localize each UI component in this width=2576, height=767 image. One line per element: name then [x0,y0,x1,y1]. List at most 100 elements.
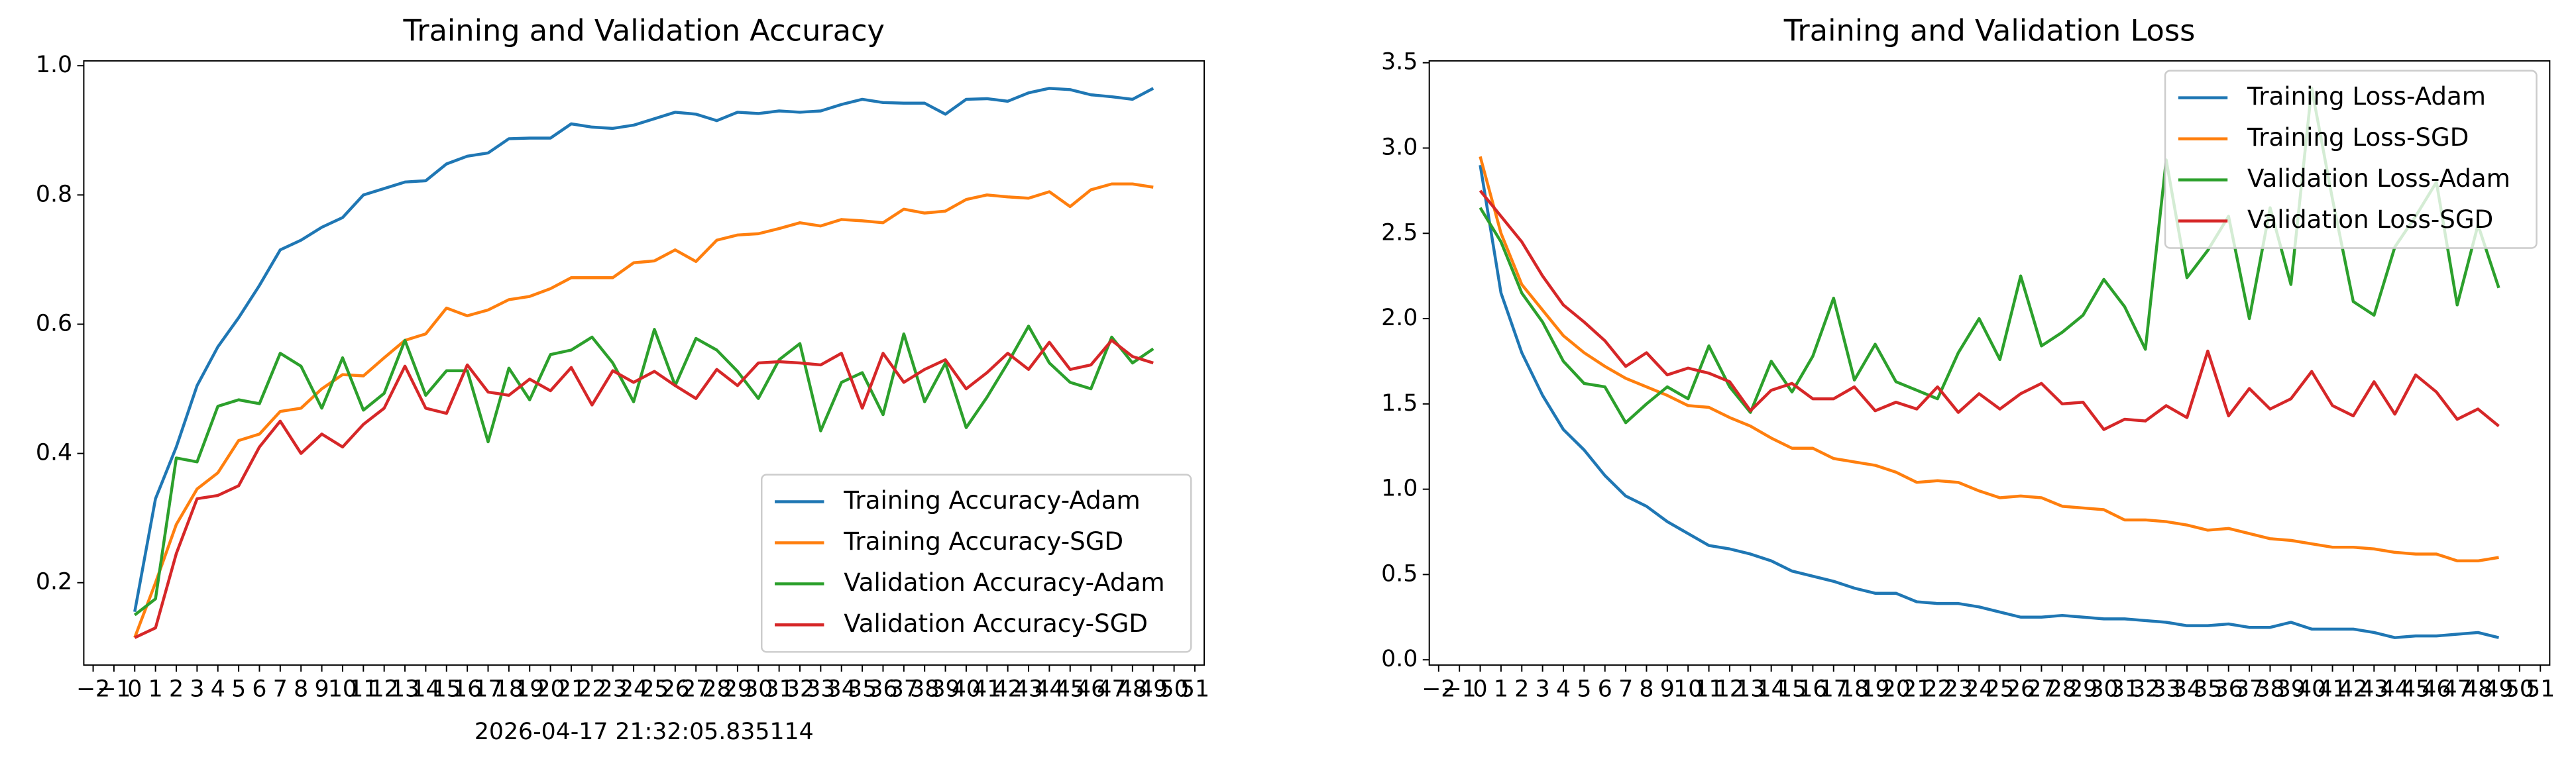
legend: Training Accuracy-Adam Training Accuracy-… [761,474,1192,653]
x-tick-label: 21 [1902,676,1931,702]
x-tick-label: 4 [1556,676,1571,702]
x-tick-label: 40 [2297,676,2326,702]
x-tick-label: 22 [577,676,606,702]
x-tick-label: 29 [723,676,752,702]
x-tick-label: 42 [993,676,1023,702]
x-tick-label: 1 [1494,676,1508,702]
x-tick-label: 32 [785,676,814,702]
x-tick-label: 5 [1577,676,1591,702]
legend-label: Validation Loss-SGD [2247,205,2493,234]
x-tick-label: 43 [2359,676,2388,702]
x-tick-label: 45 [1056,676,1085,702]
x-tick-label: 10 [1673,676,1703,702]
x-tick-label: 39 [930,676,960,702]
y-tick-label: 0.2 [36,569,72,595]
y-tick-label: 0.8 [36,181,72,207]
x-tick-label: 7 [273,676,288,702]
x-tick-label: 8 [294,676,308,702]
annotation: 2026-04-17 21:32:05.835114 [475,719,814,745]
x-tick-label: 45 [2401,676,2430,702]
axes-frame [83,60,1205,666]
x-tick-label: 47 [1097,676,1126,702]
x-tick-label: 48 [2463,676,2492,702]
x-tick-label: 49 [1139,676,1168,702]
x-tick-label: 5 [231,676,246,702]
x-tick-label: 50 [1160,676,1189,702]
y-tick-label: 2.5 [1381,219,1418,246]
axes-frame [1428,60,2551,666]
x-tick-label: 6 [252,676,266,702]
x-tick-label: 12 [370,676,399,702]
x-tick-label: 6 [1598,676,1612,702]
x-tick-label: 23 [1944,676,1973,702]
x-tick-label: 2 [169,676,184,702]
x-tick-label: 28 [702,676,731,702]
x-tick-label: 2 [1514,676,1529,702]
legend-box [2164,70,2538,249]
x-tick-label: 43 [1014,676,1043,702]
x-tick-label: 26 [2006,676,2035,702]
legend-label: Training Accuracy-Adam [843,486,1141,515]
x-tick-label: 32 [2131,676,2160,702]
chart-title: Training and Validation Accuracy [403,14,885,48]
x-tick-label: 10 [328,676,357,702]
x-tick-label: 12 [1715,676,1744,702]
x-tick-label: 31 [2110,676,2139,702]
series-line [1479,189,2500,431]
x-tick-label: 40 [952,676,981,702]
y-tick-label: 1.5 [1381,390,1418,417]
x-tick-label: 15 [1777,676,1807,702]
x-tick-label: 16 [453,676,482,702]
x-tick-label: 17 [1819,676,1848,702]
series-line [134,338,1154,639]
y-tick-label: 1.0 [36,52,72,78]
x-tick-label: 37 [2235,676,2264,702]
series-line [133,325,1154,617]
y-tick-label: 0.0 [1381,646,1418,672]
x-tick-label: 41 [972,676,1001,702]
x-tick-label: 36 [868,676,897,702]
y-tick-label: 0.6 [36,310,72,336]
x-tick-label: 37 [889,676,919,702]
legend-box [761,474,1192,653]
x-tick-label: 17 [473,676,502,702]
x-tick-label: 14 [1757,676,1786,702]
y-tick-label: 3.0 [1381,134,1418,160]
x-tick-label: 11 [1694,676,1723,702]
x-tick-label: 14 [411,676,440,702]
x-tick-label: 15 [432,676,461,702]
x-tick-label: 8 [1639,676,1653,702]
legend-label: Training Accuracy-SGD [843,527,1123,556]
x-tick-label: 7 [1618,676,1633,702]
x-tick-label: 36 [2214,676,2243,702]
series-line [133,182,1154,639]
y-tick-label: 0.5 [1381,560,1418,587]
legend-label: Validation Loss-Adam [2247,164,2510,193]
x-tick-label: 26 [661,676,690,702]
x-tick-label: 20 [1881,676,1911,702]
y-tick-label: 3.5 [1381,49,1418,76]
x-tick-label: 39 [2276,676,2306,702]
x-tick-label: 22 [1923,676,1952,702]
x-tick-label: 25 [640,676,669,702]
x-tick-label: 49 [2484,676,2513,702]
x-tick-label: 21 [557,676,586,702]
x-tick-label: 20 [536,676,565,702]
x-tick-label: 24 [619,676,648,702]
x-tick-label: 4 [211,676,225,702]
x-tick-label: 31 [765,676,794,702]
x-tick-label: 13 [390,676,420,702]
legend-label: Validation Accuracy-SGD [844,609,1148,638]
series-line [1479,164,2500,639]
x-tick-label: 50 [2505,676,2534,702]
x-tick-label: 18 [494,676,524,702]
legend-label: Training Loss-SGD [2247,123,2469,152]
x-tick-label: 44 [1035,676,1064,702]
x-tick-label: −1 [1443,676,1477,702]
x-tick-label: 19 [1860,676,1889,702]
x-tick-label: 18 [1840,676,1869,702]
x-tick-label: 34 [827,676,856,702]
x-tick-label: 46 [2422,676,2451,702]
